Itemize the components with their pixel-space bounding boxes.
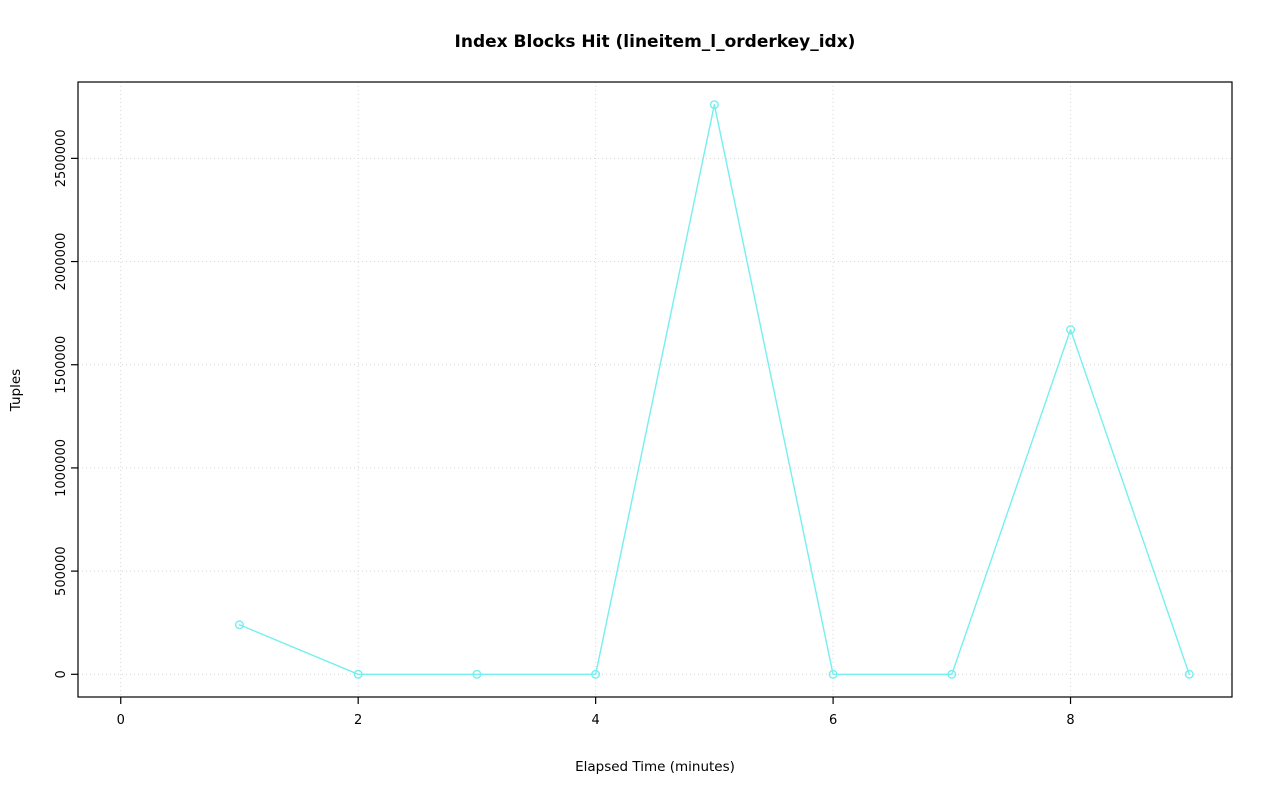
- data-point: [709, 100, 719, 110]
- data-point: [591, 669, 601, 679]
- data-point: [1066, 325, 1076, 335]
- y-tick-label: 1000000: [54, 439, 69, 497]
- y-tick-label: 2000000: [54, 233, 69, 291]
- y-tick-label: 0: [54, 670, 69, 678]
- axes-layer: 0 2 4 6 8 0 500000 1000000 1500000 2000000 2500000: [54, 81, 1233, 728]
- data-point: [828, 669, 838, 679]
- y-tick-label: 2500000: [54, 129, 69, 187]
- x-tick-label: 8: [1066, 713, 1074, 728]
- plot-border: [77, 81, 1233, 698]
- y-axis-label: Tuples: [8, 369, 24, 412]
- x-tick-label: 4: [591, 713, 599, 728]
- x-axis-label: Elapsed Time (minutes): [575, 759, 735, 775]
- chart-title: Index Blocks Hit (lineitem_l_orderkey_id…: [455, 32, 856, 52]
- x-tick-label: 0: [117, 713, 125, 728]
- data-point: [234, 620, 244, 630]
- x-tick-label: 2: [354, 713, 362, 728]
- series-layer: [234, 100, 1194, 679]
- data-point: [1184, 669, 1194, 679]
- data-point: [353, 669, 363, 679]
- grid-layer: [78, 82, 1232, 697]
- series-line: [238, 104, 1190, 675]
- data-point: [472, 669, 482, 679]
- y-tick-label: 500000: [54, 546, 69, 596]
- y-tick-label: 1500000: [54, 336, 69, 394]
- data-point: [947, 669, 957, 679]
- x-tick-label: 6: [829, 713, 837, 728]
